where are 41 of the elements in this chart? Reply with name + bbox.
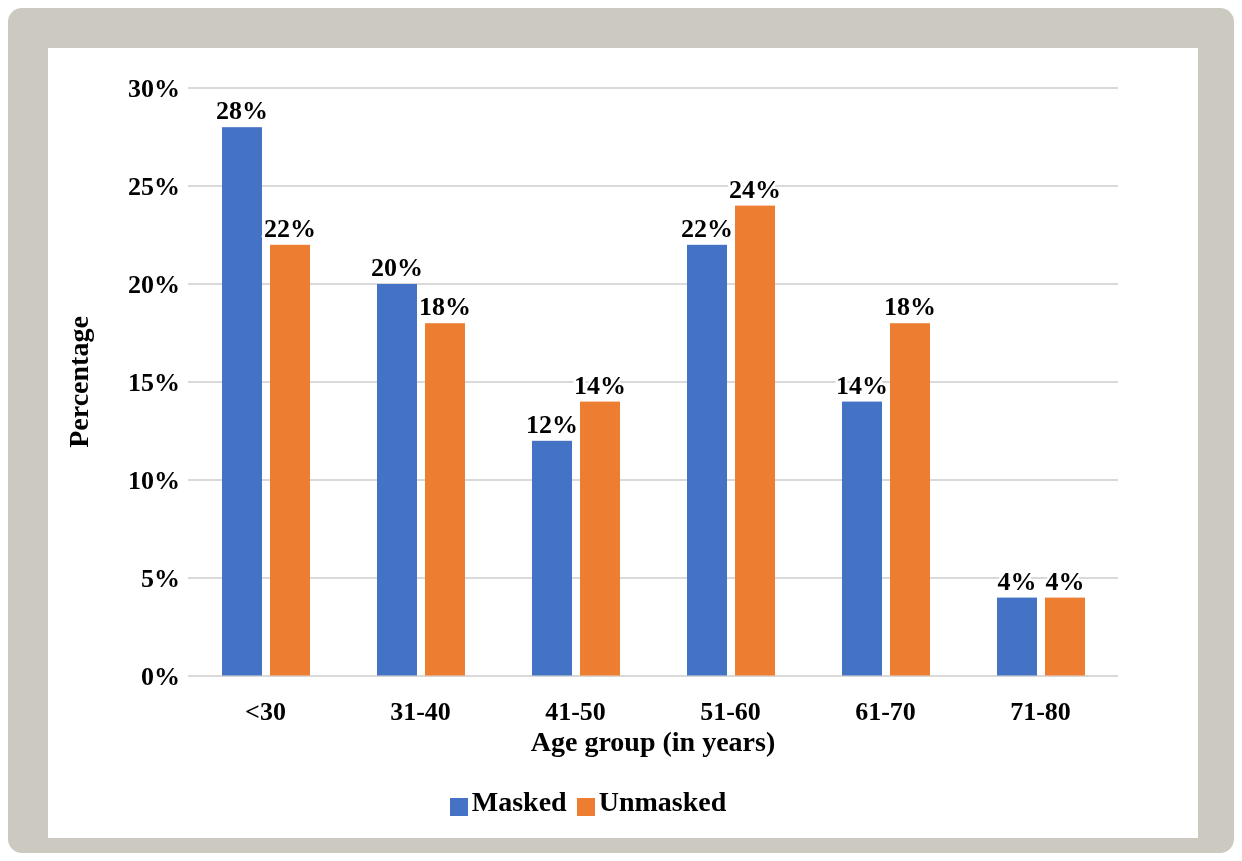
data-label: 24% [729,174,781,204]
bar [687,244,727,676]
x-tick-label: 51-60 [700,697,761,727]
legend-label: Unmasked [598,786,727,817]
bar [1045,597,1085,676]
data-label: 4% [1045,566,1085,596]
bar [425,323,465,676]
data-label: 14% [574,370,626,400]
data-label: 14% [836,370,888,400]
x-axis-title: Age group (in years) [530,726,776,757]
x-tick-label: 61-70 [855,697,916,727]
data-label: 22% [264,213,316,243]
x-tick-label: <30 [245,697,286,727]
bar [270,244,310,676]
bar [377,284,417,676]
x-tick-label: 71-80 [1010,697,1071,727]
x-tick-label: 31-40 [390,697,451,727]
data-label: 22% [681,213,733,243]
data-label: 4% [997,566,1037,596]
bar [842,401,882,676]
y-tick-label: 5% [141,564,180,594]
data-label: 18% [419,292,471,322]
y-tick-label: 25% [128,172,180,202]
y-tick-label: 30% [128,74,180,104]
y-tick-label: 0% [141,662,180,692]
legend-label: Masked [471,786,567,817]
data-label: 18% [884,292,936,322]
data-label: 20% [371,253,423,282]
data-label: 28% [216,96,268,126]
bar [222,127,262,676]
bar [890,323,930,676]
bar [532,440,572,676]
y-tick-label: 10% [128,466,180,496]
bar [997,597,1037,676]
bar [580,401,620,676]
x-tick-label: 41-50 [545,697,606,727]
y-tick-label: 15% [128,368,180,398]
data-label: 12% [526,409,578,439]
y-axis-title: Percentage [62,316,94,448]
bar [735,205,775,676]
y-tick-label: 20% [128,270,180,300]
